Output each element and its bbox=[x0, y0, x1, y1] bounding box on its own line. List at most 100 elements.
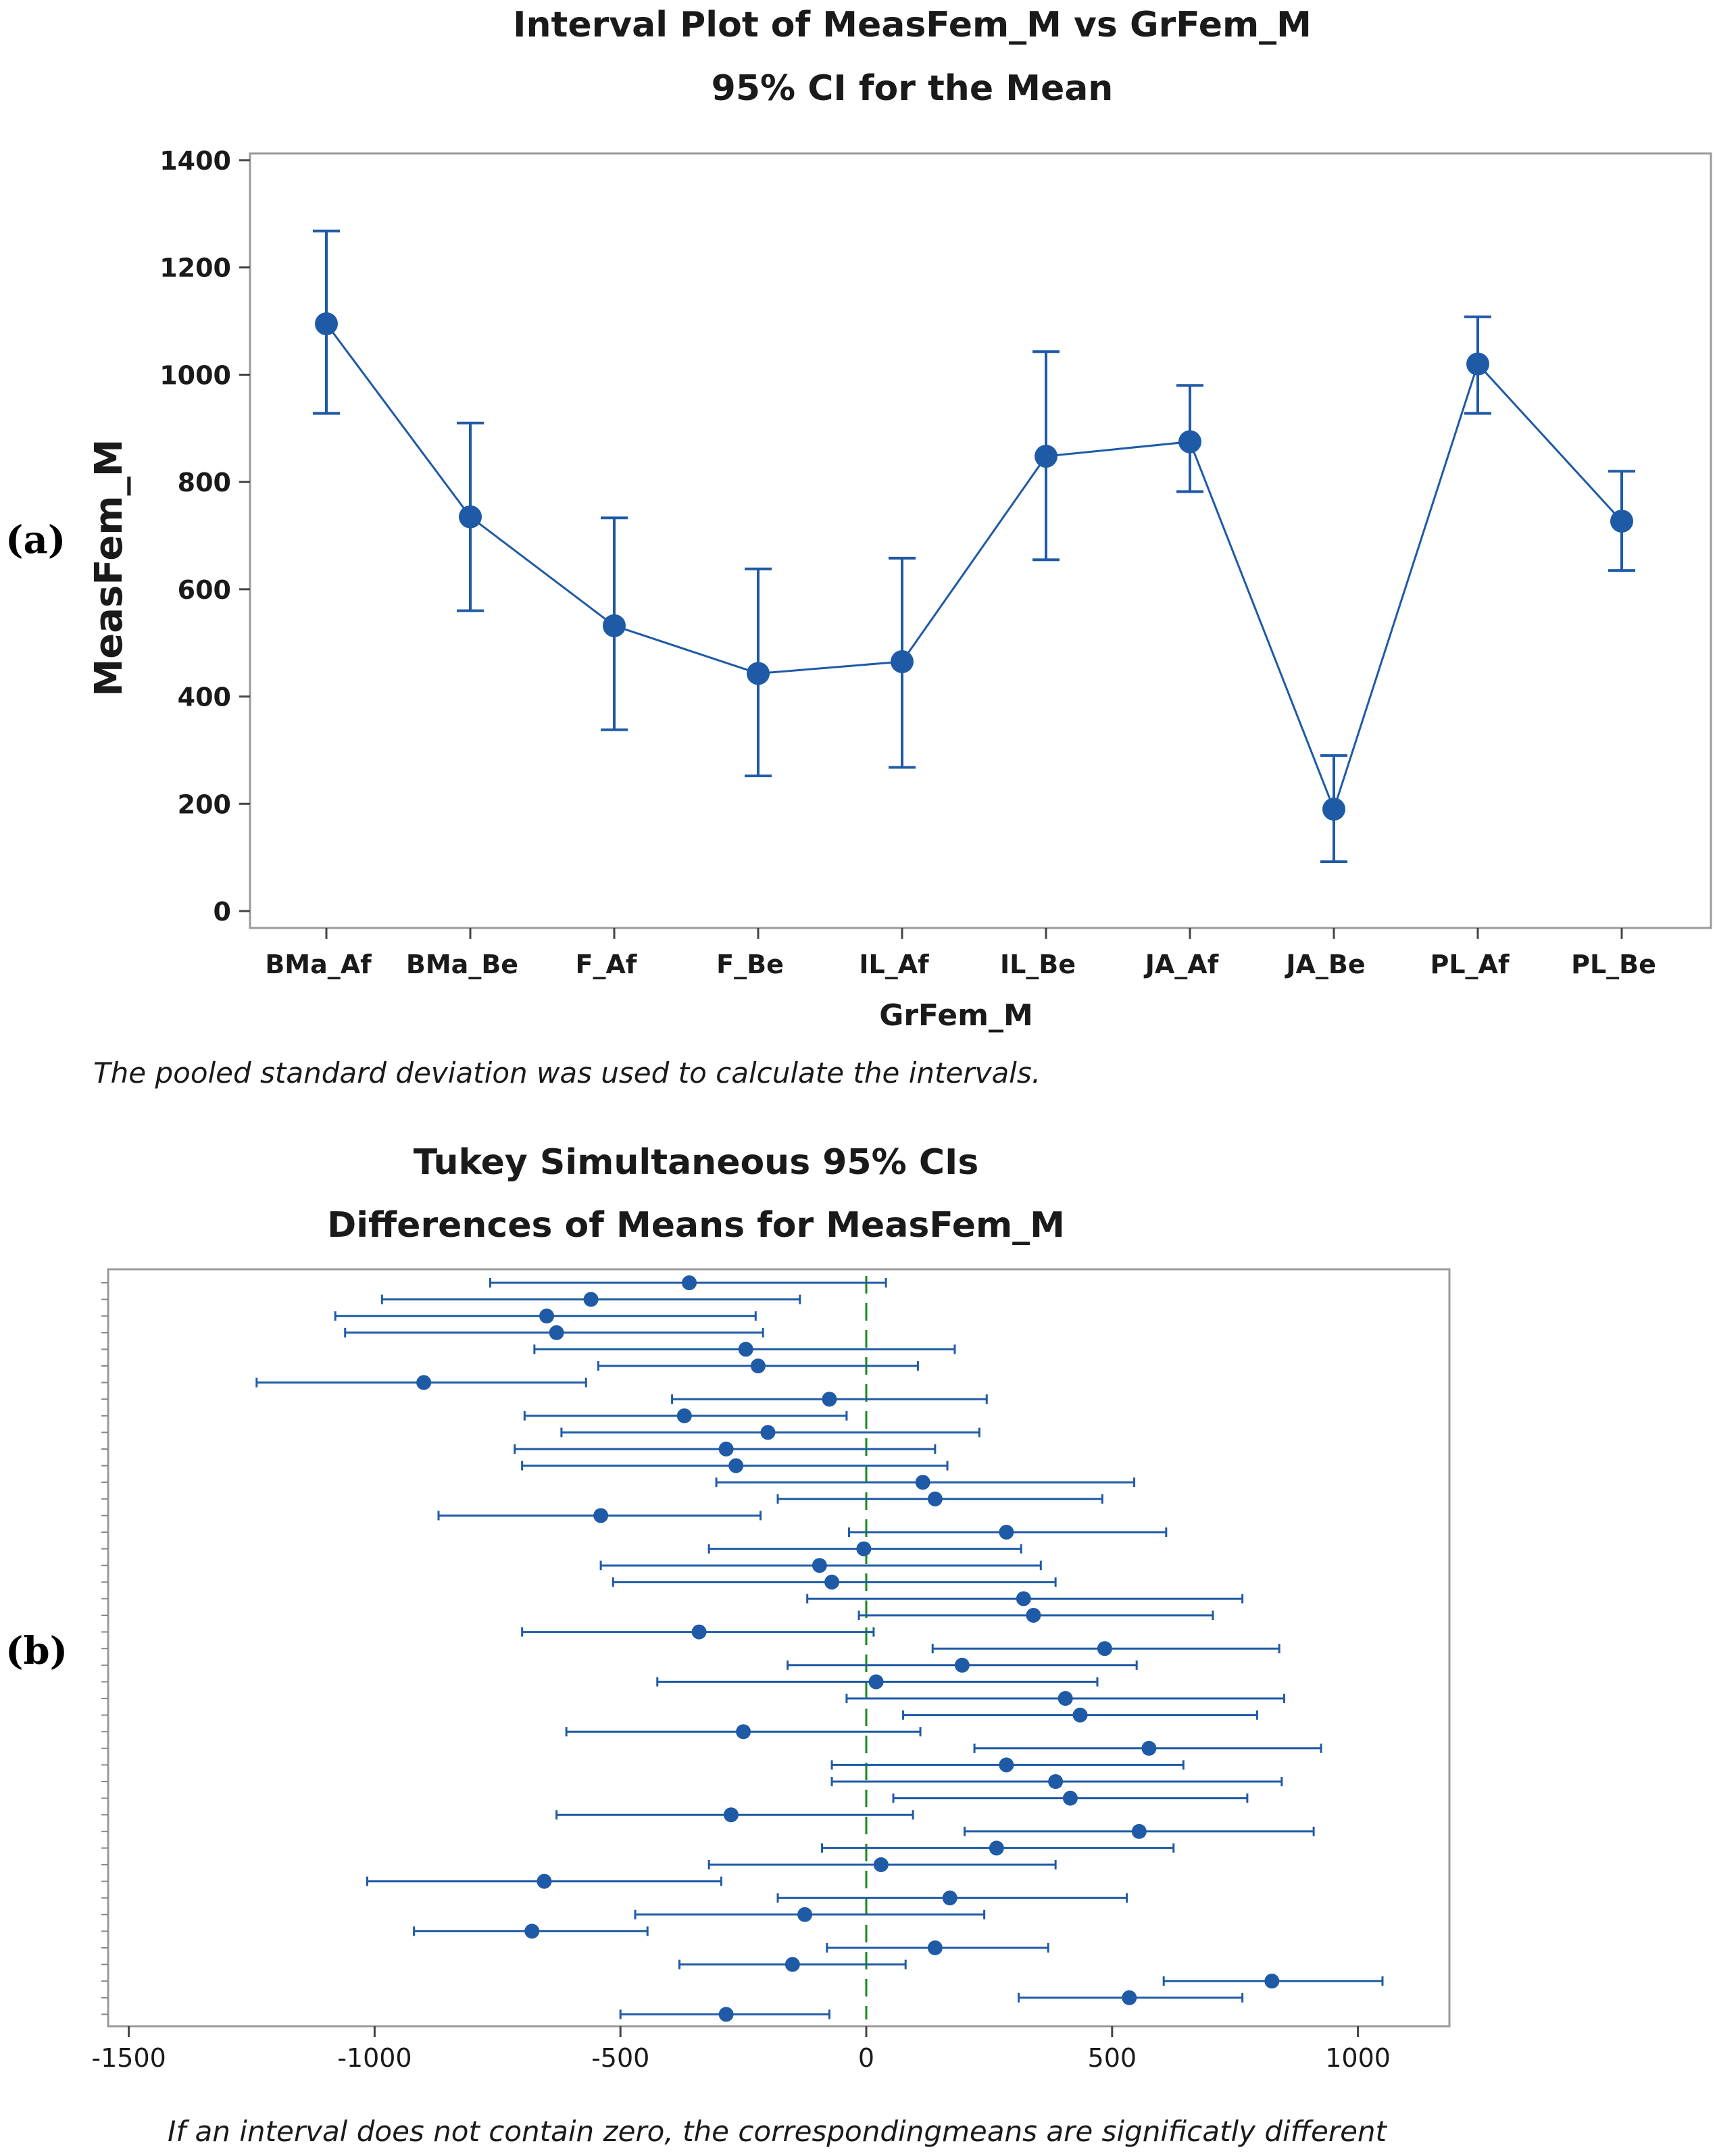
mean-point bbox=[603, 614, 626, 637]
chart-b-marks bbox=[255, 1275, 1384, 2022]
chart-a-title: Interval Plot of MeasFem_M vs GrFem_M bbox=[513, 5, 1312, 45]
chart-a-note: The pooled standard deviation was used t… bbox=[93, 1056, 1041, 1089]
mean-point bbox=[723, 1807, 739, 1823]
mean-point bbox=[682, 1275, 697, 1290]
x-tick-label: BMa_Be bbox=[406, 950, 518, 979]
mean-point bbox=[583, 1292, 599, 1307]
mean-point bbox=[459, 505, 482, 529]
mean-point bbox=[785, 1957, 800, 1972]
chart-b-note: If an interval does not contain zero, th… bbox=[168, 2115, 1388, 2148]
y-tick-label: 800 bbox=[178, 468, 231, 497]
mean-point bbox=[1057, 1691, 1073, 1706]
mean-point bbox=[891, 650, 914, 673]
mean-point bbox=[873, 1857, 889, 1872]
chart-b-frame bbox=[107, 1268, 1451, 2028]
chart-a-ylabel: MeasFem_M bbox=[87, 439, 131, 697]
mean-point bbox=[797, 1907, 813, 1922]
mean-point bbox=[1141, 1740, 1157, 1756]
mean-point bbox=[676, 1408, 692, 1423]
chart-a: Interval Plot of MeasFem_M vs GrFem_M 95… bbox=[87, 5, 1712, 1089]
x-tick-label: 0 bbox=[858, 2043, 874, 2073]
chart-b-x-axis: -1500 -1000 -500 0 500 1000 bbox=[91, 2026, 1391, 2073]
chart-b-title: Tukey Simultaneous 95% CIs bbox=[414, 1142, 979, 1183]
mean-point bbox=[915, 1475, 930, 1490]
mean-point bbox=[315, 312, 338, 336]
x-tick-label: JA_Be bbox=[1284, 950, 1365, 979]
mean-point bbox=[954, 1657, 970, 1673]
x-tick-label: 1000 bbox=[1325, 2043, 1391, 2073]
chart-b-y-ticks bbox=[101, 1282, 108, 2015]
x-tick-label: PL_Af bbox=[1430, 950, 1509, 979]
mean-point bbox=[1072, 1707, 1088, 1723]
mean-point bbox=[1016, 1591, 1031, 1607]
mean-point bbox=[718, 2007, 734, 2022]
x-tick-label: JA_Af bbox=[1143, 950, 1219, 979]
x-tick-label: IL_Af bbox=[859, 950, 929, 979]
mean-point bbox=[1062, 1790, 1078, 1806]
mean-point bbox=[1131, 1823, 1147, 1839]
mean-point bbox=[989, 1840, 1004, 1856]
mean-point bbox=[524, 1924, 540, 1939]
mean-point bbox=[999, 1525, 1014, 1540]
mean-point bbox=[822, 1392, 837, 1407]
mean-point bbox=[593, 1508, 609, 1523]
x-tick-label: BMa_Af bbox=[265, 950, 372, 979]
x-tick-label: -1000 bbox=[337, 2043, 412, 2073]
mean-point bbox=[927, 1940, 943, 1955]
mean-point bbox=[1122, 1990, 1137, 2005]
y-tick-label: 1000 bbox=[159, 360, 231, 390]
mean-point bbox=[760, 1425, 776, 1440]
chart-a-frame bbox=[249, 152, 1712, 929]
y-tick-label: 0 bbox=[214, 897, 231, 927]
mean-point bbox=[856, 1541, 872, 1557]
mean-point bbox=[1097, 1641, 1112, 1657]
mean-point bbox=[537, 1873, 552, 1889]
mean-point bbox=[718, 1442, 734, 1456]
mean-point bbox=[942, 1890, 957, 1906]
y-tick-label: 1200 bbox=[159, 253, 231, 283]
y-tick-label: 600 bbox=[178, 575, 231, 605]
mean-point bbox=[750, 1358, 766, 1373]
mean-point bbox=[747, 662, 770, 685]
panel-label-b: (b) bbox=[5, 1629, 68, 1673]
mean-point bbox=[1466, 352, 1489, 376]
panel-label-a: (a) bbox=[5, 518, 66, 562]
mean-point bbox=[728, 1458, 744, 1473]
chart-a-subtitle: 95% CI for the Mean bbox=[712, 68, 1114, 109]
chart-a-y-axis: 0 200 400 600 800 1000 1200 1400 bbox=[159, 146, 250, 927]
mean-point bbox=[691, 1624, 707, 1640]
mean-point bbox=[868, 1674, 884, 1690]
chart-a-x-axis: BMa_Af BMa_Be F_Af F_Be IL_Af IL_Be JA_Af JA_Be… bbox=[265, 928, 1656, 979]
x-tick-label: -500 bbox=[591, 2043, 649, 2073]
x-tick-label: -1500 bbox=[91, 2043, 166, 2073]
mean-point bbox=[1610, 510, 1633, 533]
y-tick-label: 1400 bbox=[159, 146, 231, 176]
x-tick-label: PL_Be bbox=[1571, 950, 1656, 979]
chart-b: Tukey Simultaneous 95% CIs Differences o… bbox=[91, 1142, 1451, 2148]
mean-point bbox=[1026, 1608, 1041, 1623]
mean-point bbox=[1035, 445, 1057, 468]
mean-point bbox=[736, 1724, 751, 1740]
mean-point bbox=[999, 1757, 1014, 1773]
chart-b-subtitle: Differences of Means for MeasFem_M bbox=[327, 1205, 1065, 1246]
x-tick-label: F_Af bbox=[576, 950, 637, 979]
mean-point bbox=[824, 1574, 840, 1590]
mean-point bbox=[549, 1325, 564, 1340]
mean-point bbox=[812, 1558, 827, 1573]
mean-point bbox=[1048, 1774, 1064, 1789]
x-tick-label: 500 bbox=[1088, 2043, 1137, 2073]
x-tick-label: IL_Be bbox=[1000, 950, 1076, 979]
chart-a-xlabel: GrFem_M bbox=[879, 998, 1033, 1033]
mean-point bbox=[539, 1308, 555, 1324]
y-tick-label: 200 bbox=[178, 789, 231, 819]
mean-point bbox=[1264, 1974, 1280, 1989]
y-tick-label: 400 bbox=[178, 683, 231, 712]
mean-connect-line bbox=[325, 323, 1623, 812]
mean-point bbox=[1322, 798, 1345, 821]
mean-point bbox=[1178, 430, 1201, 454]
mean-point bbox=[416, 1375, 432, 1390]
mean-point bbox=[927, 1491, 943, 1506]
x-tick-label: F_Be bbox=[716, 950, 784, 979]
chart-a-marks bbox=[313, 229, 1635, 863]
